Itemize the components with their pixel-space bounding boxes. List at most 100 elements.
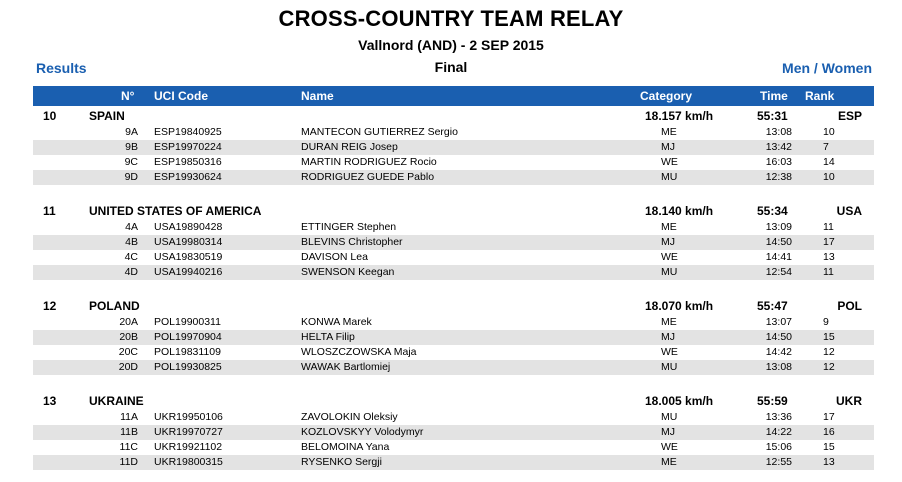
rider-time: 13:09 (765, 221, 792, 233)
rider-name: DURAN REIG Josep (301, 141, 398, 153)
rider-no: 20A (119, 316, 138, 328)
team-row: 13 UKRAINE 18.005 km/h 55:59 UKR (33, 391, 874, 410)
team-code: POL (837, 299, 862, 313)
rider-no: 11D (119, 456, 138, 468)
rider-category: MJ (661, 236, 675, 248)
column-header-uci: UCI Code (154, 89, 208, 103)
rider-category: WE (661, 346, 678, 358)
rider-row: 4D USA19940216 SWENSON Keegan MU 12:54 1… (33, 265, 874, 280)
rider-name: RYSENKO Sergji (301, 456, 382, 468)
rider-uci: UKR19970727 (154, 426, 223, 438)
rider-name: BLEVINS Christopher (301, 236, 403, 248)
rider-uci: ESP19850316 (154, 156, 222, 168)
rider-time: 14:50 (765, 331, 792, 343)
team-row: 12 POLAND 18.070 km/h 55:47 POL (33, 296, 874, 315)
rider-uci: ESP19840925 (154, 126, 222, 138)
team-block: 12 POLAND 18.070 km/h 55:47 POL 20A POL1… (33, 296, 874, 391)
team-nation: UKRAINE (89, 394, 144, 408)
rider-row: 20C POL19831109 WLOSZCZOWSKA Maja WE 14:… (33, 345, 874, 360)
rider-category: ME (661, 221, 677, 233)
team-rank: 10 (43, 109, 57, 123)
rider-category: MJ (661, 426, 675, 438)
rider-time: 14:22 (765, 426, 792, 438)
rider-uci: POL19900311 (154, 316, 221, 328)
team-time: 55:59 (757, 394, 788, 408)
rider-row: 11A UKR19950106 ZAVOLOKIN Oleksiy MU 13:… (33, 410, 874, 425)
rider-no: 20C (118, 346, 138, 358)
column-header-no: N° (121, 89, 135, 103)
team-nation: UNITED STATES OF AMERICA (89, 204, 262, 218)
rider-name: ZAVOLOKIN Oleksiy (301, 411, 398, 423)
team-speed: 18.140 km/h (645, 204, 714, 218)
rider-time: 15:06 (765, 441, 792, 453)
column-header-time: Time (760, 89, 788, 103)
rider-time: 12:55 (765, 456, 792, 468)
rider-rank: 16 (823, 426, 835, 438)
team-rank: 13 (43, 394, 57, 408)
rider-category: ME (661, 456, 677, 468)
rider-rank: 13 (823, 251, 835, 263)
rider-row: 20D POL19930825 WAWAK Bartlomiej MU 13:0… (33, 360, 874, 375)
team-time: 55:47 (757, 299, 788, 313)
results-link[interactable]: Results (36, 60, 87, 76)
rider-rank: 17 (823, 411, 835, 423)
rider-category: MU (661, 171, 678, 183)
rider-rank: 7 (823, 141, 829, 153)
team-row: 10 SPAIN 18.157 km/h 55:31 ESP (33, 106, 874, 125)
team-speed: 18.070 km/h (645, 299, 714, 313)
rider-row: 20A POL19900311 KONWA Marek ME 13:07 9 (33, 315, 874, 330)
team-speed: 18.157 km/h (645, 109, 714, 123)
rider-name: KONWA Marek (301, 316, 372, 328)
rider-no: 11B (120, 426, 138, 438)
team-speed: 18.005 km/h (645, 394, 714, 408)
team-code: UKR (836, 394, 862, 408)
rider-uci: ESP19970224 (154, 141, 222, 153)
results-table: 10 SPAIN 18.157 km/h 55:31 ESP 9A ESP198… (33, 106, 874, 482)
rider-no: 4C (124, 251, 138, 263)
column-header-rank: Rank (805, 89, 835, 103)
table-header: N° UCI Code Name Category Time Rank (33, 86, 874, 106)
team-code: ESP (837, 109, 862, 123)
team-code: USA (836, 204, 862, 218)
rider-no: 4D (124, 266, 138, 278)
rider-category: ME (661, 316, 677, 328)
rider-name: DAVISON Lea (301, 251, 368, 263)
team-block: 11 UNITED STATES OF AMERICA 18.140 km/h … (33, 201, 874, 296)
rider-time: 16:03 (765, 156, 792, 168)
rider-time: 14:50 (765, 236, 792, 248)
rider-no: 9C (124, 156, 138, 168)
rider-no: 11C (119, 441, 138, 453)
rider-no: 9B (125, 141, 138, 153)
rider-rank: 11 (823, 221, 834, 233)
rider-rank: 14 (823, 156, 835, 168)
rider-uci: USA19890428 (154, 221, 223, 233)
rider-time: 13:36 (765, 411, 792, 423)
rider-rank: 10 (823, 126, 835, 138)
rider-name: SWENSON Keegan (301, 266, 395, 278)
rider-time: 13:08 (765, 361, 792, 373)
column-header-name: Name (301, 89, 334, 103)
rider-name: KOZLOVSKYY Volodymyr (301, 426, 424, 438)
rider-row: 4A USA19890428 ETTINGER Stephen ME 13:09… (33, 220, 874, 235)
rider-rank: 15 (823, 441, 835, 453)
rider-no: 4A (125, 221, 138, 233)
rider-name: RODRIGUEZ GUEDE Pablo (301, 171, 435, 183)
rider-no: 9A (125, 126, 138, 138)
rider-time: 13:08 (765, 126, 792, 138)
rider-uci: UKR19950106 (154, 411, 223, 423)
rider-category: WE (661, 156, 678, 168)
page-title: CROSS-COUNTRY TEAM RELAY (278, 6, 624, 31)
team-time: 55:31 (757, 109, 788, 123)
rider-name: MANTECON GUTIERREZ Sergio (301, 126, 458, 138)
team-nation: SPAIN (89, 109, 125, 123)
rider-category: WE (661, 441, 678, 453)
rider-rank: 15 (823, 331, 835, 343)
team-time: 55:34 (757, 204, 788, 218)
rider-category: WE (661, 251, 678, 263)
rider-no: 4B (125, 236, 138, 248)
rider-rank: 10 (823, 171, 835, 183)
rider-category: MJ (661, 141, 675, 153)
category-link[interactable]: Men / Women (782, 60, 872, 76)
rider-time: 12:38 (765, 171, 792, 183)
rider-time: 14:42 (765, 346, 792, 358)
